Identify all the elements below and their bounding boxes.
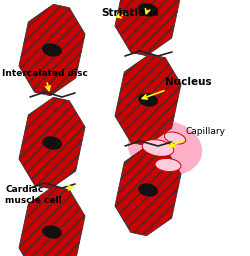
- Ellipse shape: [138, 183, 158, 197]
- Polygon shape: [115, 54, 181, 146]
- Ellipse shape: [138, 93, 158, 107]
- Polygon shape: [19, 4, 85, 96]
- Ellipse shape: [138, 3, 158, 17]
- Polygon shape: [19, 97, 85, 189]
- Ellipse shape: [142, 140, 174, 156]
- Ellipse shape: [155, 158, 181, 172]
- Ellipse shape: [42, 136, 62, 150]
- Text: Cardiac
muscle cell: Cardiac muscle cell: [5, 185, 72, 205]
- Text: Capillary: Capillary: [169, 127, 225, 147]
- Text: Nucleus: Nucleus: [142, 77, 212, 99]
- Text: Intercalated disc: Intercalated disc: [2, 69, 88, 90]
- Polygon shape: [19, 186, 85, 256]
- Text: Striations: Striations: [101, 8, 159, 18]
- Polygon shape: [115, 144, 181, 236]
- Ellipse shape: [128, 120, 202, 176]
- Ellipse shape: [42, 43, 62, 57]
- Polygon shape: [115, 0, 181, 56]
- Ellipse shape: [164, 132, 186, 144]
- Ellipse shape: [42, 225, 62, 239]
